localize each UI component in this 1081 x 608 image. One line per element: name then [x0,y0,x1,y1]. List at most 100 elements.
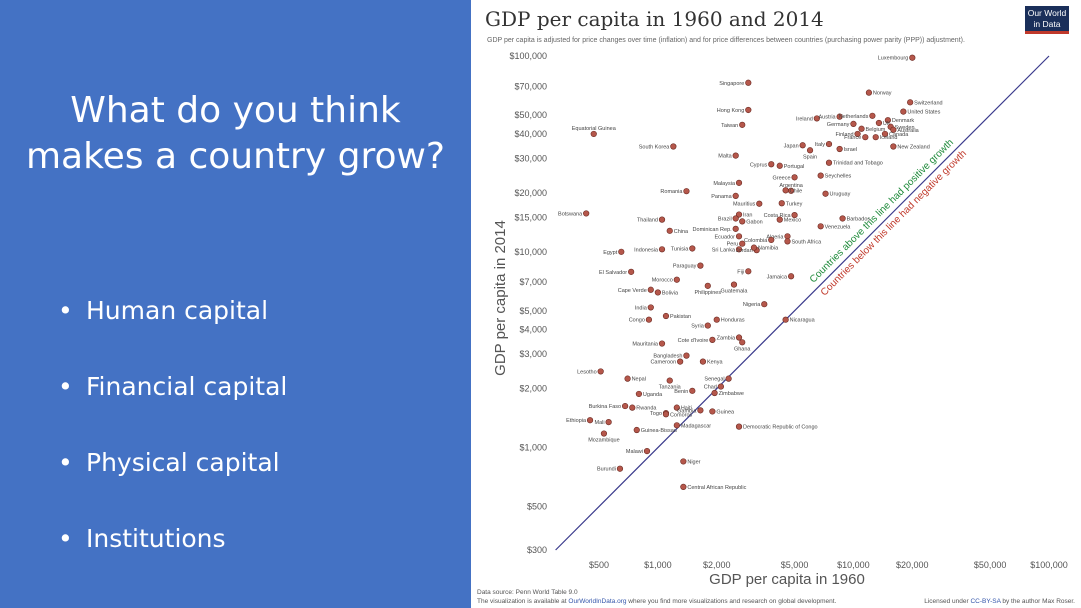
country-label: Peru [727,242,739,248]
logo-accent-bar [1025,31,1069,34]
data-point [670,143,677,150]
data-point [597,368,604,375]
data-point [739,121,746,128]
owid-link[interactable]: OurWorldInData.org [568,598,626,605]
data-point [622,402,629,410]
country-label: Netherlands [839,114,869,120]
slide-title: What do you think makes a country grow? [25,90,446,177]
data-point [666,227,673,234]
data-point [768,161,775,168]
country-label: South Africa [791,239,822,245]
country-label: Greece [773,175,791,181]
data-point [697,407,704,414]
country-label: United States [907,110,940,116]
country-label: Portugal [784,164,805,170]
data-point [825,140,833,148]
country-label: Venezuela [825,224,852,230]
country-label: Namibia [758,246,779,252]
country-label: Uganda [643,392,663,398]
country-label: Nigeria [743,302,761,308]
data-point [739,240,746,247]
data-point [756,200,763,207]
data-point [791,174,798,181]
data-point [872,134,879,141]
country-label: Luxembourg [878,56,909,62]
country-label: Tunisia [671,246,689,252]
country-label: Uruguay [830,192,851,198]
data-point [711,389,718,397]
country-label: Bolivia [662,290,679,296]
country-label: Panama [711,194,732,200]
data-point [784,233,791,240]
footer-license-pre: Licensed under [924,598,970,605]
data-point [761,301,768,308]
country-label: Guinea [716,409,735,415]
data-point [806,147,814,154]
country-label: Central African Republic [687,485,746,491]
country-label: Ghana [734,346,751,352]
x-tick-label: $1,000 [644,560,672,570]
country-label: Malta [718,154,732,160]
data-point [745,268,752,275]
data-point [673,276,680,283]
country-label: Zambia [717,336,736,342]
country-label: New Zealand [897,144,929,150]
country-label: Congo [629,318,645,324]
data-point [680,458,687,465]
country-label: Iran [743,213,752,219]
country-label: Malawi [626,449,643,455]
footer-visualization: The visualization is available at OurWor… [477,598,837,605]
data-point [782,316,789,323]
bullet-item: Physical capital [58,440,287,516]
country-label: Belgium [866,127,886,133]
country-label: Togo [650,411,662,417]
footer-visualization-post: where you find more visualizations and r… [626,598,836,605]
country-label: Niger [687,459,700,465]
bullet-item: Institutions [58,516,287,592]
data-point [850,120,857,128]
owid-logo: Our World in Data [1025,6,1069,34]
country-label: Bangladesh [653,354,682,360]
country-label: Guatemala [721,289,749,295]
country-label: Chile [790,188,803,194]
data-point [697,262,704,269]
y-tick-label: $2,000 [519,384,547,394]
scatter-chart: GDP per capita in 1960 and 2014 GDP per … [477,6,1075,605]
country-label: Malaysia [713,181,736,187]
country-label: Dominican Rep. [693,227,733,233]
country-label: Mali [595,420,605,426]
chart-subtitle: GDP per capita is adjusted for price cha… [487,37,965,44]
country-label: Argentina [779,183,803,189]
country-label: Seychelles [825,174,852,180]
data-point [624,375,631,382]
data-point [735,233,743,240]
country-label: Norway [873,91,892,97]
data-point [745,79,752,86]
country-label: Singapore [719,81,744,87]
country-label: Japan [784,143,799,149]
data-point [600,430,608,437]
country-label: Guinea-Bissau [641,428,677,434]
country-label: Trinidad and Tobago [833,161,883,167]
y-tick-label: $3,000 [519,349,547,359]
country-label: Senegal [704,377,724,383]
x-tick-label: $100,000 [1030,560,1068,570]
y-tick-label: $70,000 [514,81,547,91]
data-point [776,162,783,169]
license-link[interactable]: CC-BY-SA [970,598,1001,605]
data-point [745,106,752,114]
data-point [776,216,783,223]
equal-growth-diagonal [555,55,1050,551]
country-label: Nicaragua [790,318,816,324]
y-axis-ticks: $300 $500 $1,000 $2,000 $3,000 $4,000 $5,000 $7… [509,51,547,555]
data-point [854,130,861,138]
data-point [784,238,791,245]
data-point [677,358,684,365]
data-point [683,188,690,195]
data-point [616,465,624,472]
country-label: Austria [819,115,837,121]
country-label: Kenya [707,360,724,366]
country-label: Comoros [670,412,693,418]
data-point [704,322,711,329]
data-point [735,211,743,218]
